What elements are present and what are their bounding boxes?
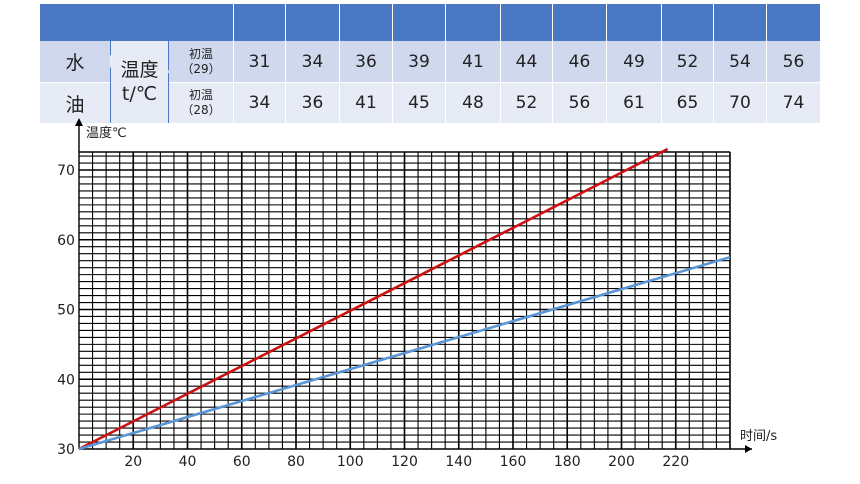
oil-initial-label: 初温 bbox=[188, 88, 213, 102]
x-tick-label: 100 bbox=[337, 454, 364, 470]
y-axis-label: 温度℃ bbox=[86, 125, 127, 141]
row-labels: 水 油 温度 t/℃ 初温 （29） 初温 （28） bbox=[40, 41, 233, 123]
water-temp-cell: 49 bbox=[607, 41, 661, 83]
oil-temp-cell: 48 bbox=[446, 83, 500, 123]
series-line-2 bbox=[78, 255, 731, 451]
water-name: 水 bbox=[40, 41, 110, 83]
oil-name: 油 bbox=[40, 83, 110, 123]
x-tick-label: 160 bbox=[500, 454, 527, 470]
oil-initial-temp: 初温 （28） bbox=[169, 83, 233, 123]
temperature-label-line2: t/℃ bbox=[121, 83, 158, 105]
x-tick-label: 60 bbox=[233, 454, 251, 470]
water-temp-cell: 34 bbox=[286, 41, 339, 83]
y-tick-label: 70 bbox=[57, 163, 75, 179]
water-initial-temp: 初温 （29） bbox=[169, 41, 233, 83]
temperature-label-line1: 温度 bbox=[120, 59, 159, 81]
x-axis-label: 时间/s bbox=[740, 429, 777, 444]
oil-temp-cell: 36 bbox=[286, 83, 339, 123]
oil-temp-cell: 41 bbox=[340, 83, 392, 123]
x-tick-label: 180 bbox=[554, 454, 581, 470]
water-temp-cell: 44 bbox=[501, 41, 552, 83]
y-tick-label: 30 bbox=[57, 442, 75, 458]
x-tick-label: 20 bbox=[124, 454, 142, 470]
x-tick-label: 120 bbox=[391, 454, 418, 470]
x-tick-label: 40 bbox=[179, 454, 197, 470]
water-temp-cell: 52 bbox=[662, 41, 713, 83]
water-initial-label: 初温 bbox=[188, 46, 213, 61]
x-axis-arrow bbox=[745, 445, 752, 453]
water-temp-cell: 54 bbox=[714, 41, 766, 83]
oil-temp-cell: 65 bbox=[662, 83, 713, 123]
water-initial-value: （29） bbox=[181, 61, 221, 76]
x-tick-label: 80 bbox=[287, 454, 305, 470]
water-temp-cell: 31 bbox=[234, 41, 285, 83]
y-tick-label: 50 bbox=[57, 303, 75, 319]
water-temp-cell: 36 bbox=[340, 41, 392, 83]
water-temp-cell: 46 bbox=[553, 41, 606, 83]
x-tick-label: 220 bbox=[662, 454, 689, 470]
water-temp-cell: 39 bbox=[393, 41, 445, 83]
oil-temp-cell: 70 bbox=[714, 83, 766, 123]
value-rows: 31 34 36 39 41 44 46 49 52 54 56 34 36 41 45 48 52 56 61 65… bbox=[234, 41, 820, 123]
oil-initial-value: （28） bbox=[181, 103, 221, 117]
x-tick-label: 200 bbox=[608, 454, 635, 470]
x-tick-label: 140 bbox=[445, 454, 472, 470]
series-line-1 bbox=[78, 147, 669, 451]
y-tick-label: 60 bbox=[57, 233, 75, 249]
temperature-label: 温度 t/℃ bbox=[111, 41, 168, 123]
y-tick-label: 40 bbox=[57, 372, 75, 388]
oil-temp-cell: 61 bbox=[607, 83, 661, 123]
oil-temp-cell: 74 bbox=[767, 83, 820, 123]
water-temp-cell: 41 bbox=[446, 41, 500, 83]
oil-temp-cell: 52 bbox=[501, 83, 552, 123]
oil-temp-cell: 45 bbox=[393, 83, 445, 123]
oil-temp-cell: 56 bbox=[553, 83, 606, 123]
water-temp-cell: 56 bbox=[767, 41, 820, 83]
oil-temp-cell: 34 bbox=[234, 83, 285, 123]
